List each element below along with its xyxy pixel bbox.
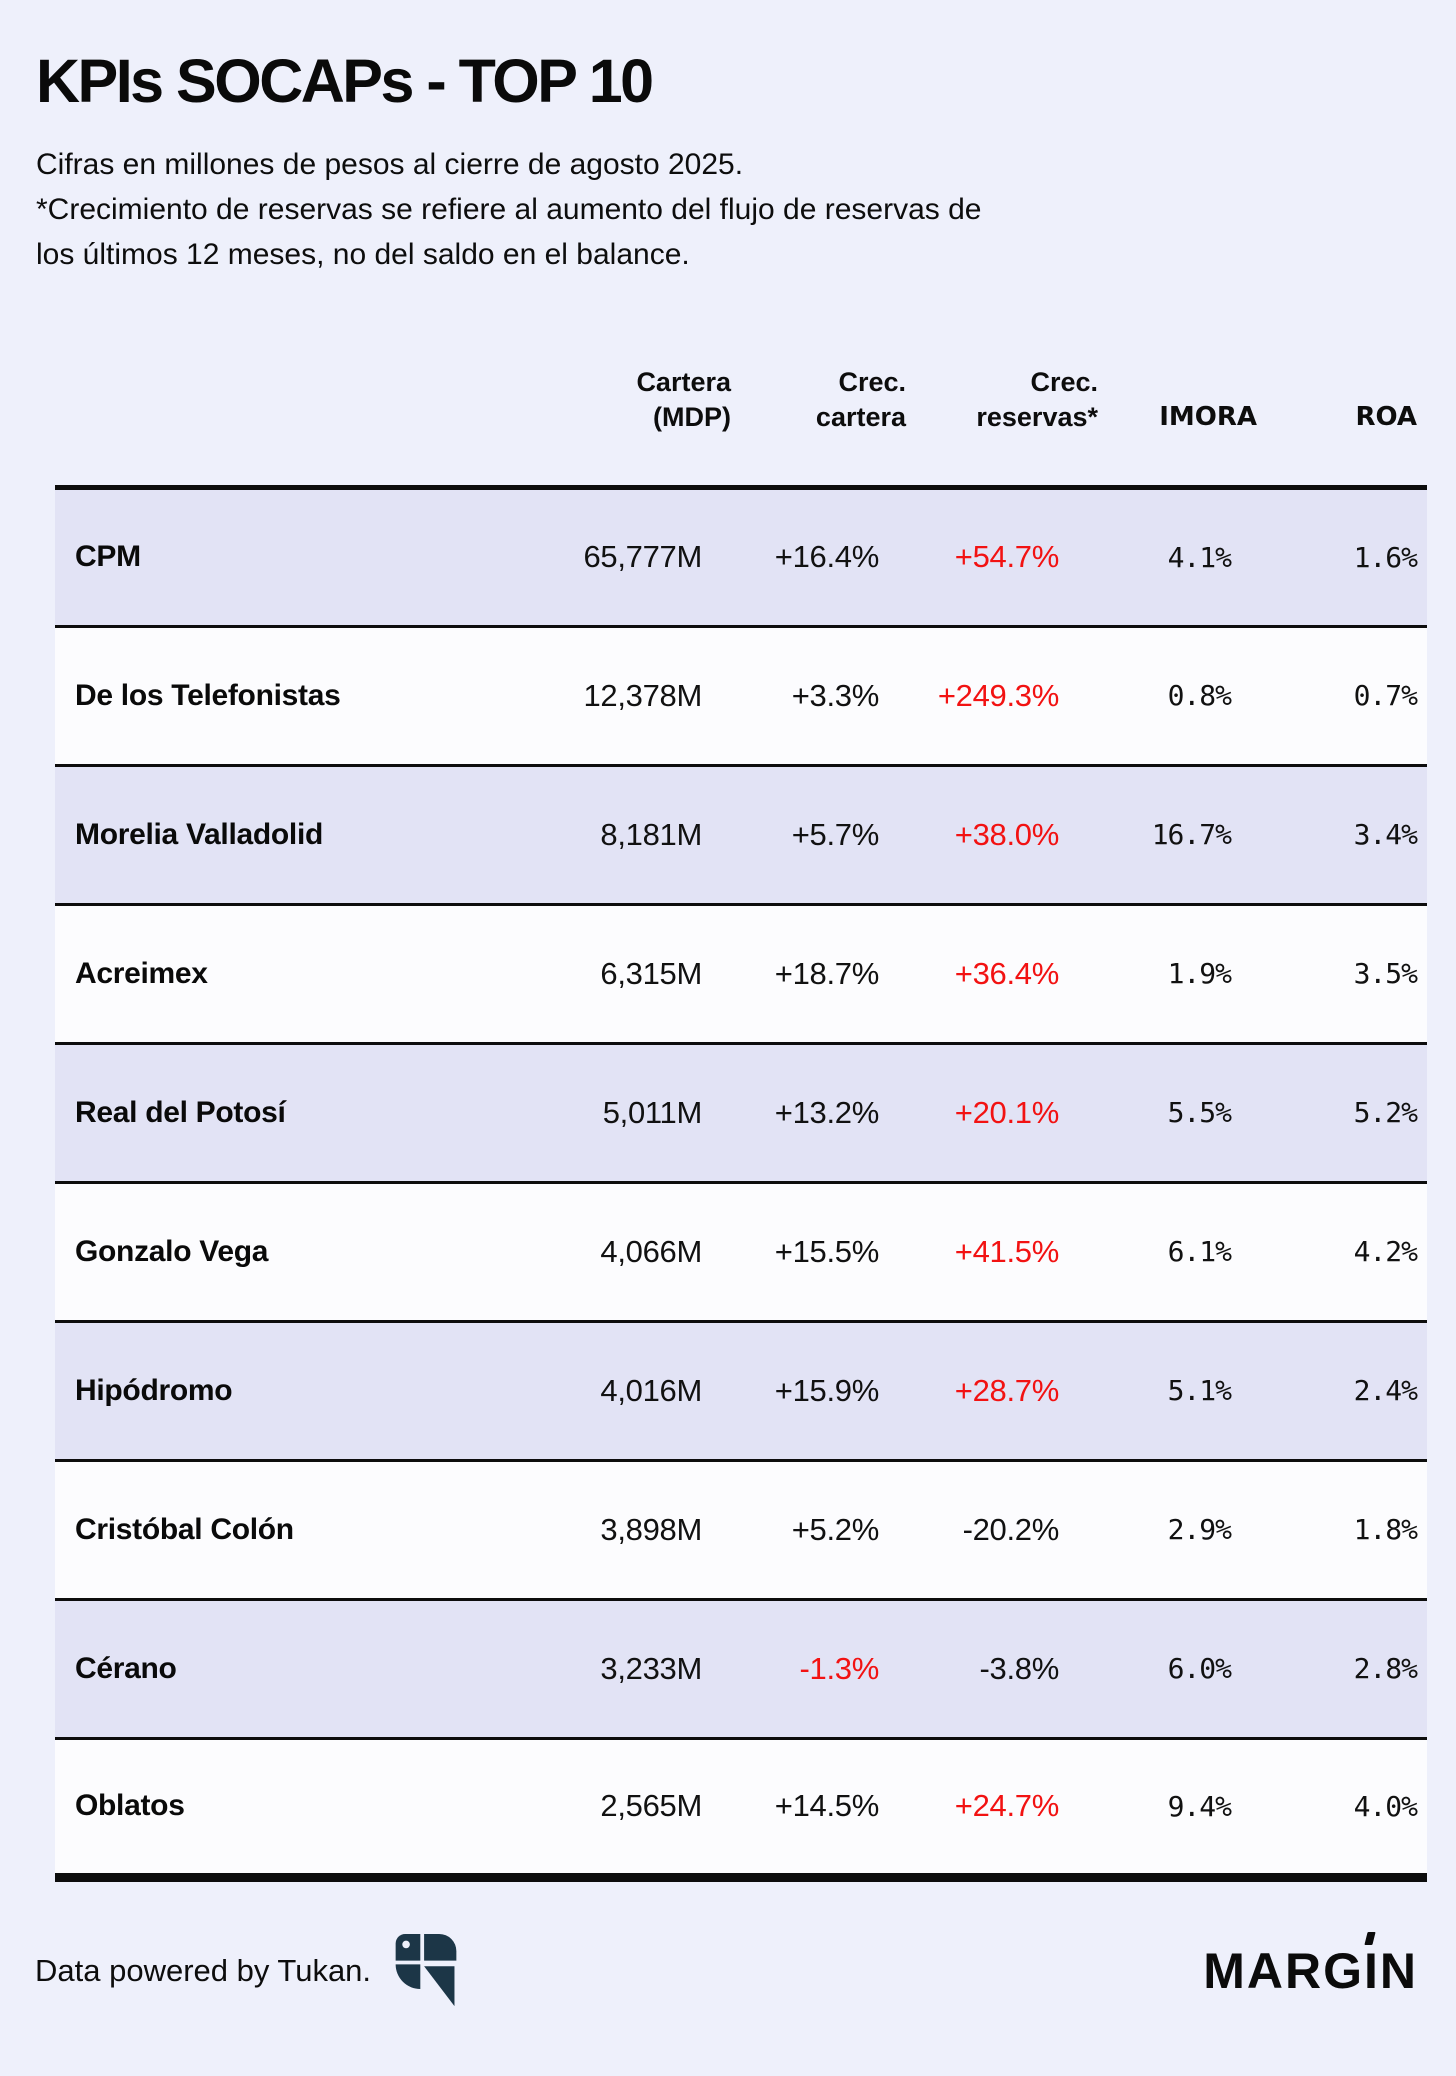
imora-cell: 4.1% — [1167, 540, 1232, 574]
crec-cartera-cell: -1.3% — [799, 1650, 880, 1686]
cartera-mdp-cell: 5,011M — [602, 1094, 703, 1130]
crec-reservas-cell: -3.8% — [979, 1650, 1060, 1686]
imora-cell: 9.4% — [1167, 1789, 1232, 1823]
table-row: Cérano 3,233M -1.3% -3.8% 6.0% 2.8% — [55, 1599, 1427, 1738]
col-header-cartera-mdp: Cartera (MDP) — [636, 367, 731, 432]
imora-cell: 6.0% — [1167, 1652, 1232, 1685]
socaps-table: Cartera (MDP) Crec. cartera Crec. reservas… — [55, 313, 1427, 1882]
table-row: Cristóbal Colón 3,898M +5.2% -20.2% 2.9% 1.8% — [55, 1460, 1427, 1599]
table-row: De los Telefonistas 12,378M +3.3% +249.3% 0.… — [55, 626, 1427, 765]
table-row: Real del Potosí 5,011M +13.2% +20.1% 5.5% 5.2… — [55, 1043, 1427, 1182]
col-header-name — [55, 313, 385, 487]
table-row: CPM 65,777M +16.4% +54.7% 4.1% 1.6% — [55, 487, 1427, 626]
roa-cell: 3.4% — [1353, 818, 1418, 851]
crec-cartera-cell: +14.5% — [774, 1788, 880, 1823]
kpi-table: Cartera (MDP) Crec. cartera Crec. reservas… — [55, 313, 1427, 1882]
table-row: Hipódromo 4,016M +15.9% +28.7% 5.1% 2.4% — [55, 1321, 1427, 1460]
crec-reservas-cell: +38.0% — [954, 816, 1060, 852]
socap-name-cell: De los Telefonistas — [75, 678, 341, 712]
cartera-mdp-cell: 4,016M — [600, 1372, 702, 1408]
cartera-mdp-cell: 12,378M — [583, 677, 702, 713]
crec-cartera-cell: +18.7% — [774, 955, 880, 991]
socap-name-cell: Morelia Valladolid — [75, 817, 324, 851]
crec-reservas-cell: +24.7% — [954, 1788, 1060, 1823]
subtitle: Cifras en millones de pesos al cierre de… — [36, 148, 744, 181]
table-header-row: Cartera (MDP) Crec. cartera Crec. reservas… — [55, 313, 1427, 487]
crec-cartera-cell: +5.7% — [791, 816, 880, 852]
roa-cell: 4.0% — [1353, 1789, 1418, 1823]
crec-cartera-cell: +3.3% — [791, 677, 880, 713]
brand-text-right: N — [1379, 1942, 1418, 1999]
imora-cell: 2.9% — [1167, 1513, 1232, 1546]
cartera-mdp-cell: 3,233M — [600, 1650, 702, 1686]
footer: Data powered by Tukan. MARGIN — [35, 1933, 1418, 2008]
page-title: KPIs SOCAPs - TOP 10 — [36, 47, 654, 115]
crec-reservas-cell: +41.5% — [954, 1233, 1060, 1269]
roa-cell: 2.8% — [1353, 1652, 1418, 1685]
socap-name-cell: Hipódromo — [75, 1373, 233, 1407]
crec-cartera-cell: +15.5% — [774, 1233, 880, 1269]
roa-cell: 5.2% — [1353, 1096, 1418, 1129]
cartera-mdp-cell: 6,315M — [600, 955, 702, 991]
crec-reservas-cell: +20.1% — [954, 1094, 1060, 1130]
cartera-mdp-cell: 4,066M — [600, 1233, 702, 1269]
socap-name-cell: Gonzalo Vega — [75, 1234, 269, 1268]
table-row: Gonzalo Vega 4,066M +15.5% +41.5% 6.1% 4.2% — [55, 1182, 1427, 1321]
crec-reservas-cell: +54.7% — [954, 539, 1060, 574]
col-header-crec-reservas: Crec. reservas* — [976, 367, 1098, 432]
data-credit: Data powered by Tukan. — [35, 1933, 459, 2008]
socap-name-cell: Cérano — [75, 1651, 177, 1685]
brand-text-left: MARG — [1203, 1942, 1364, 1999]
imora-cell: 0.8% — [1167, 679, 1232, 712]
footnote: *Crecimiento de reservas se refiere al a… — [36, 193, 982, 271]
roa-cell: 2.4% — [1353, 1374, 1418, 1407]
crec-cartera-cell: +5.2% — [791, 1511, 880, 1547]
crec-reservas-cell: +249.3% — [937, 677, 1059, 713]
cartera-mdp-cell: 8,181M — [600, 816, 702, 852]
crec-cartera-cell: +15.9% — [774, 1372, 880, 1408]
imora-cell: 1.9% — [1167, 957, 1232, 990]
crec-reservas-cell: +28.7% — [954, 1372, 1060, 1408]
table-row: Acreimex 6,315M +18.7% +36.4% 1.9% 3.5% — [55, 904, 1427, 1043]
roa-cell: 1.6% — [1353, 540, 1418, 574]
roa-cell: 3.5% — [1353, 957, 1418, 990]
imora-cell: 5.5% — [1167, 1096, 1232, 1129]
crec-reservas-cell: -20.2% — [962, 1511, 1060, 1547]
cartera-mdp-cell: 65,777M — [583, 539, 702, 574]
col-header-crec-cartera: Crec. cartera — [815, 367, 906, 432]
table-row: Oblatos 2,565M +14.5% +24.7% 9.4% 4.0% — [55, 1738, 1427, 1877]
socap-name-cell: Cristóbal Colón — [75, 1512, 294, 1546]
socap-name-cell: Acreimex — [75, 956, 208, 990]
imora-cell: 16.7% — [1151, 818, 1232, 851]
imora-cell: 5.1% — [1167, 1374, 1232, 1407]
roa-cell: 1.8% — [1353, 1513, 1418, 1546]
margin-logo: MARGIN — [1203, 1942, 1418, 2000]
roa-cell: 4.2% — [1353, 1235, 1418, 1268]
crec-cartera-cell: +13.2% — [774, 1094, 880, 1130]
cartera-mdp-cell: 2,565M — [600, 1788, 702, 1823]
socap-name-cell: CPM — [75, 540, 141, 573]
roa-cell: 0.7% — [1353, 679, 1418, 712]
cartera-mdp-cell: 3,898M — [600, 1511, 702, 1547]
credit-text: Data powered by Tukan. — [35, 1952, 372, 1988]
col-header-roa: ROA — [1355, 402, 1417, 433]
table-row: Morelia Valladolid 8,181M +5.7% +38.0% 16.7%… — [55, 765, 1427, 904]
crec-cartera-cell: +16.4% — [774, 539, 880, 574]
socap-name-cell: Real del Potosí — [75, 1095, 286, 1129]
tukan-toucan-icon — [395, 1933, 457, 2006]
imora-cell: 6.1% — [1167, 1235, 1232, 1268]
kpi-infographic: KPIs SOCAPs - TOP 10 Cifras en millones … — [0, 46, 1456, 2008]
brand-letter-i: I — [1363, 1942, 1380, 1999]
socap-name-cell: Oblatos — [75, 1789, 185, 1822]
col-header-imora: IMORA — [1159, 402, 1257, 433]
crec-reservas-cell: +36.4% — [954, 955, 1060, 991]
